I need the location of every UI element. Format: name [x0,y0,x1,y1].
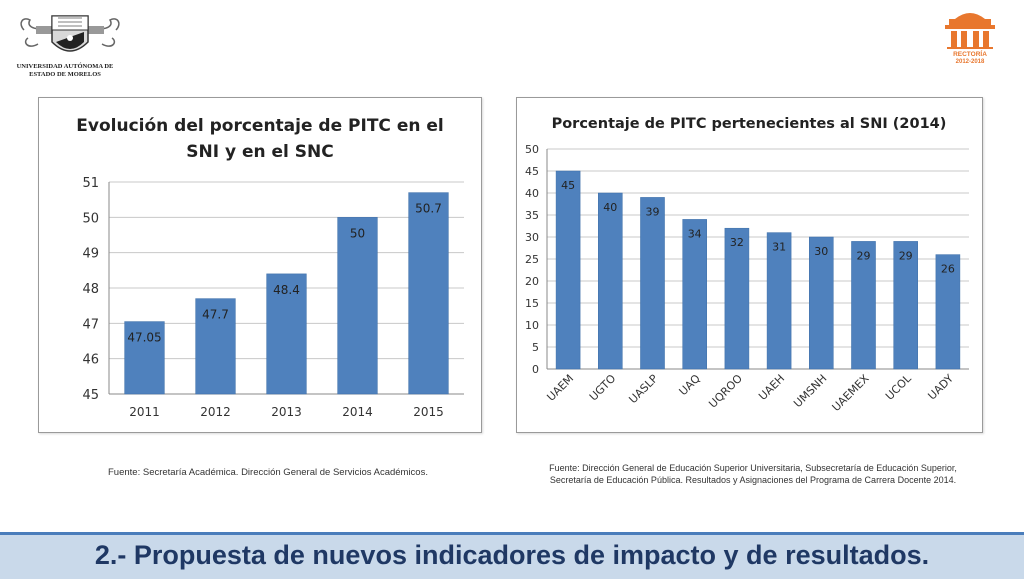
x-tick-label: UAQ [677,372,703,398]
bar-UMSNH [809,236,834,370]
university-name-line1: UNIVERSIDAD AUTÓNOMA DE [16,63,114,70]
rectoria-label: RECTORÍA [953,49,987,58]
bar-2011 [124,321,165,395]
y-tick-label: 51 [82,176,99,191]
university-logo [14,8,126,88]
bar-UQROO [724,227,750,370]
data-label: 39 [646,205,660,218]
university-crest-icon [20,15,120,52]
chart-title-line: Evolución del porcentaje de PITC en el [76,116,443,136]
bar-2013 [266,273,307,395]
x-tick-label: UCOL [883,371,914,402]
y-tick-label: 45 [82,388,99,403]
slide-title: 2.- Propuesta de nuevos indicadores de i… [94,540,930,570]
chart-panel-evolucion: Evolución del porcentaje de PITC en el SN… [38,97,482,433]
bar-2012 [195,298,236,395]
y-tick-label: 15 [525,297,539,310]
x-tick-label: UASLP [626,372,660,406]
y-tick-label: 30 [525,231,539,244]
x-tick-label: 2015 [413,405,444,419]
source-note-right-line1: Fuente: Dirección General de Educación S… [549,463,957,473]
x-tick-label: UAEMEX [830,372,872,414]
bar-UADY [935,254,961,370]
x-tick-label: UAEH [756,372,787,403]
data-label: 47.05 [127,331,161,345]
bar-UAEM [555,170,581,370]
y-tick-label: 48 [82,282,99,297]
data-label: 32 [730,236,744,249]
data-label: 34 [688,227,702,240]
x-tick-label: UMSNH [791,372,829,410]
data-label: 50.7 [415,202,442,216]
x-tick-label: UAEM [544,372,576,404]
chart-evolucion-svg: Evolución del porcentaje de PITC en el SN… [76,116,464,419]
data-label: 30 [814,245,828,258]
y-tick-label: 46 [82,353,99,368]
y-tick-label: 5 [532,341,539,354]
bar-UCOL [893,241,918,370]
x-tick-label: UADY [925,372,956,403]
y-tick-label: 49 [82,247,99,262]
data-label: 48.4 [273,283,300,297]
bar-UAEMEX [851,241,876,370]
university-name-line2: ESTADO DE MORELOS [29,71,101,78]
rectoria-building-icon: RECTORÍA 2012-2018 [945,13,995,65]
bar-UASLP [640,197,665,370]
y-tick-label: 10 [525,319,539,332]
data-label: 50 [350,226,365,240]
footer-bar [0,532,1024,579]
bar-UAQ [682,219,707,370]
x-tick-label: 2012 [200,405,231,419]
bar-UGTO [598,192,623,370]
x-tick-label: 2011 [129,405,160,419]
y-tick-label: 0 [532,363,539,376]
chart-title-line: SNI y en el SNC [186,142,334,162]
bar-2015 [408,192,449,395]
source-note-right: Fuente: Dirección General de Educación S… [520,462,986,486]
y-tick-label: 50 [525,143,539,156]
chart-title: Porcentaje de PITC pertenecientes al SNI… [552,116,947,132]
data-label: 31 [772,241,786,254]
university-name: UNIVERSIDAD AUTÓNOMA DE ESTADO DE MORELO… [6,63,124,79]
y-tick-label: 35 [525,209,539,222]
data-label: 40 [603,201,617,214]
source-note-left: Fuente: Secretaría Académica. Dirección … [108,467,428,478]
x-tick-label: UQROO [706,372,745,411]
data-label: 29 [899,249,913,262]
y-tick-label: 50 [82,211,99,226]
y-tick-label: 25 [525,253,539,266]
bar-2014 [337,217,378,395]
x-tick-label: UGTO [587,372,619,404]
source-note-right-line2: Secretaría de Educación Pública. Resulta… [549,475,957,485]
y-tick-label: 45 [525,165,539,178]
rectoria-years: 2012-2018 [956,59,985,65]
y-tick-label: 40 [525,187,539,200]
data-label: 26 [941,263,955,276]
chart-sni-2014-svg: Porcentaje de PITC pertenecientes al SNI… [525,116,969,414]
y-tick-label: 47 [82,317,99,332]
rectoria-logo: RECTORÍA 2012-2018 [935,5,1005,67]
y-tick-label: 20 [525,275,539,288]
bar-UAEH [766,232,792,370]
chart-panel-sni-2014: Porcentaje de PITC pertenecientes al SNI… [516,97,983,433]
data-label: 29 [857,249,871,262]
x-tick-label: 2013 [271,405,302,419]
x-tick-label: 2014 [342,405,373,419]
data-label: 47.7 [202,308,229,322]
data-label: 45 [561,179,575,192]
